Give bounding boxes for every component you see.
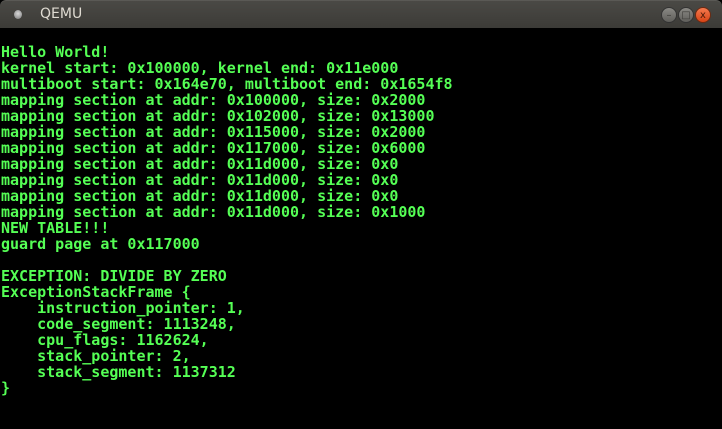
window-title: QEMU xyxy=(40,6,83,22)
console-line: instruction_pointer: 1, xyxy=(1,299,245,317)
maximize-button[interactable]: □ xyxy=(678,7,694,23)
console-line: mapping section at addr: 0x117000, size:… xyxy=(1,139,426,157)
console-line: ExceptionStackFrame { xyxy=(1,283,191,301)
console-line-blank xyxy=(1,28,453,44)
console-line: stack_pointer: 2, xyxy=(1,347,191,365)
qemu-app-icon xyxy=(14,10,22,19)
console-line: } xyxy=(1,379,11,397)
console-line: NEW TABLE!!! xyxy=(1,219,110,237)
console-line: EXCEPTION: DIVIDE BY ZERO xyxy=(1,267,227,285)
console-line: mapping section at addr: 0x11d000, size:… xyxy=(1,155,399,173)
title-bar[interactable]: QEMU – □ x xyxy=(0,0,722,28)
console-line xyxy=(1,252,453,268)
console-line: Hello World! xyxy=(1,43,110,61)
minimize-button[interactable]: – xyxy=(661,7,677,23)
console-line: mapping section at addr: 0x11d000, size:… xyxy=(1,187,399,205)
console-line: mapping section at addr: 0x102000, size:… xyxy=(1,107,435,125)
console-line: code_segment: 1113248, xyxy=(1,315,236,333)
console-line: mapping section at addr: 0x11d000, size:… xyxy=(1,203,426,221)
console-line: kernel start: 0x100000, kernel end: 0x11… xyxy=(1,59,399,77)
console-line: mapping section at addr: 0x115000, size:… xyxy=(1,123,426,141)
console-line: multiboot start: 0x164e70, multiboot end… xyxy=(1,75,453,93)
console-line: mapping section at addr: 0x100000, size:… xyxy=(1,91,426,109)
close-button[interactable]: x xyxy=(695,7,711,23)
console-output: Hello World! kernel start: 0x100000, kern… xyxy=(1,28,453,396)
console-line: mapping section at addr: 0x11d000, size:… xyxy=(1,171,399,189)
console-line: guard page at 0x117000 xyxy=(1,235,200,253)
vm-display[interactable] xyxy=(0,28,722,429)
console-line: stack_segment: 1137312 xyxy=(1,363,236,381)
console-line: cpu_flags: 1162624, xyxy=(1,331,209,349)
